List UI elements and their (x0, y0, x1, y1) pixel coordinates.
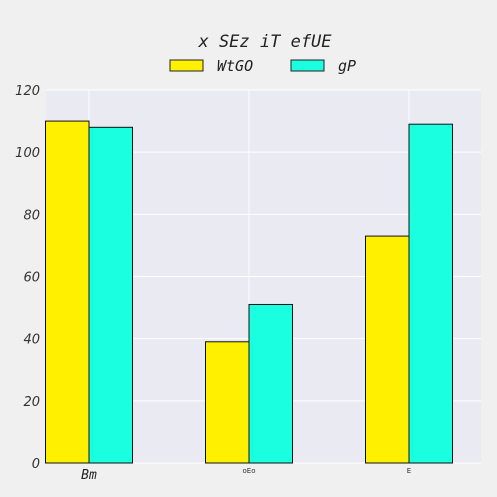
y-tick-label: 40 (23, 333, 40, 348)
y-tick-label: 20 (23, 395, 40, 410)
y-tick-label: 80 (23, 208, 40, 223)
x-axis-ticks: Bm oEo E (81, 467, 411, 483)
x-tick-label: Bm (81, 468, 97, 483)
bar-wtgo-oeo (205, 341, 250, 464)
bar-gp-oeo (248, 303, 293, 464)
y-tick-label: 60 (23, 271, 40, 286)
x-tick-label: E (407, 467, 411, 475)
bars (45, 120, 453, 464)
bar-gp-bm (88, 126, 133, 464)
legend-label-wtgo: WtGO (217, 57, 253, 75)
bar-wtgo-bm (45, 120, 90, 464)
y-tick-label: 100 (15, 146, 40, 161)
y-tick-label: 120 (15, 84, 40, 99)
legend-swatch-wtgo (169, 59, 204, 72)
y-tick-label: 0 (32, 457, 40, 472)
chart-title: x SEz iT efUE (197, 32, 332, 52)
legend: WtGO gP (169, 57, 356, 75)
bar-wtgo-e (365, 235, 410, 464)
bar-gp-e (408, 123, 453, 464)
legend-label-gp: gP (338, 57, 356, 75)
legend-swatch-gp (290, 59, 325, 72)
x-tick-label: oEo (243, 467, 256, 475)
y-axis-ticks: 0 20 40 60 80 100 120 (15, 84, 40, 472)
